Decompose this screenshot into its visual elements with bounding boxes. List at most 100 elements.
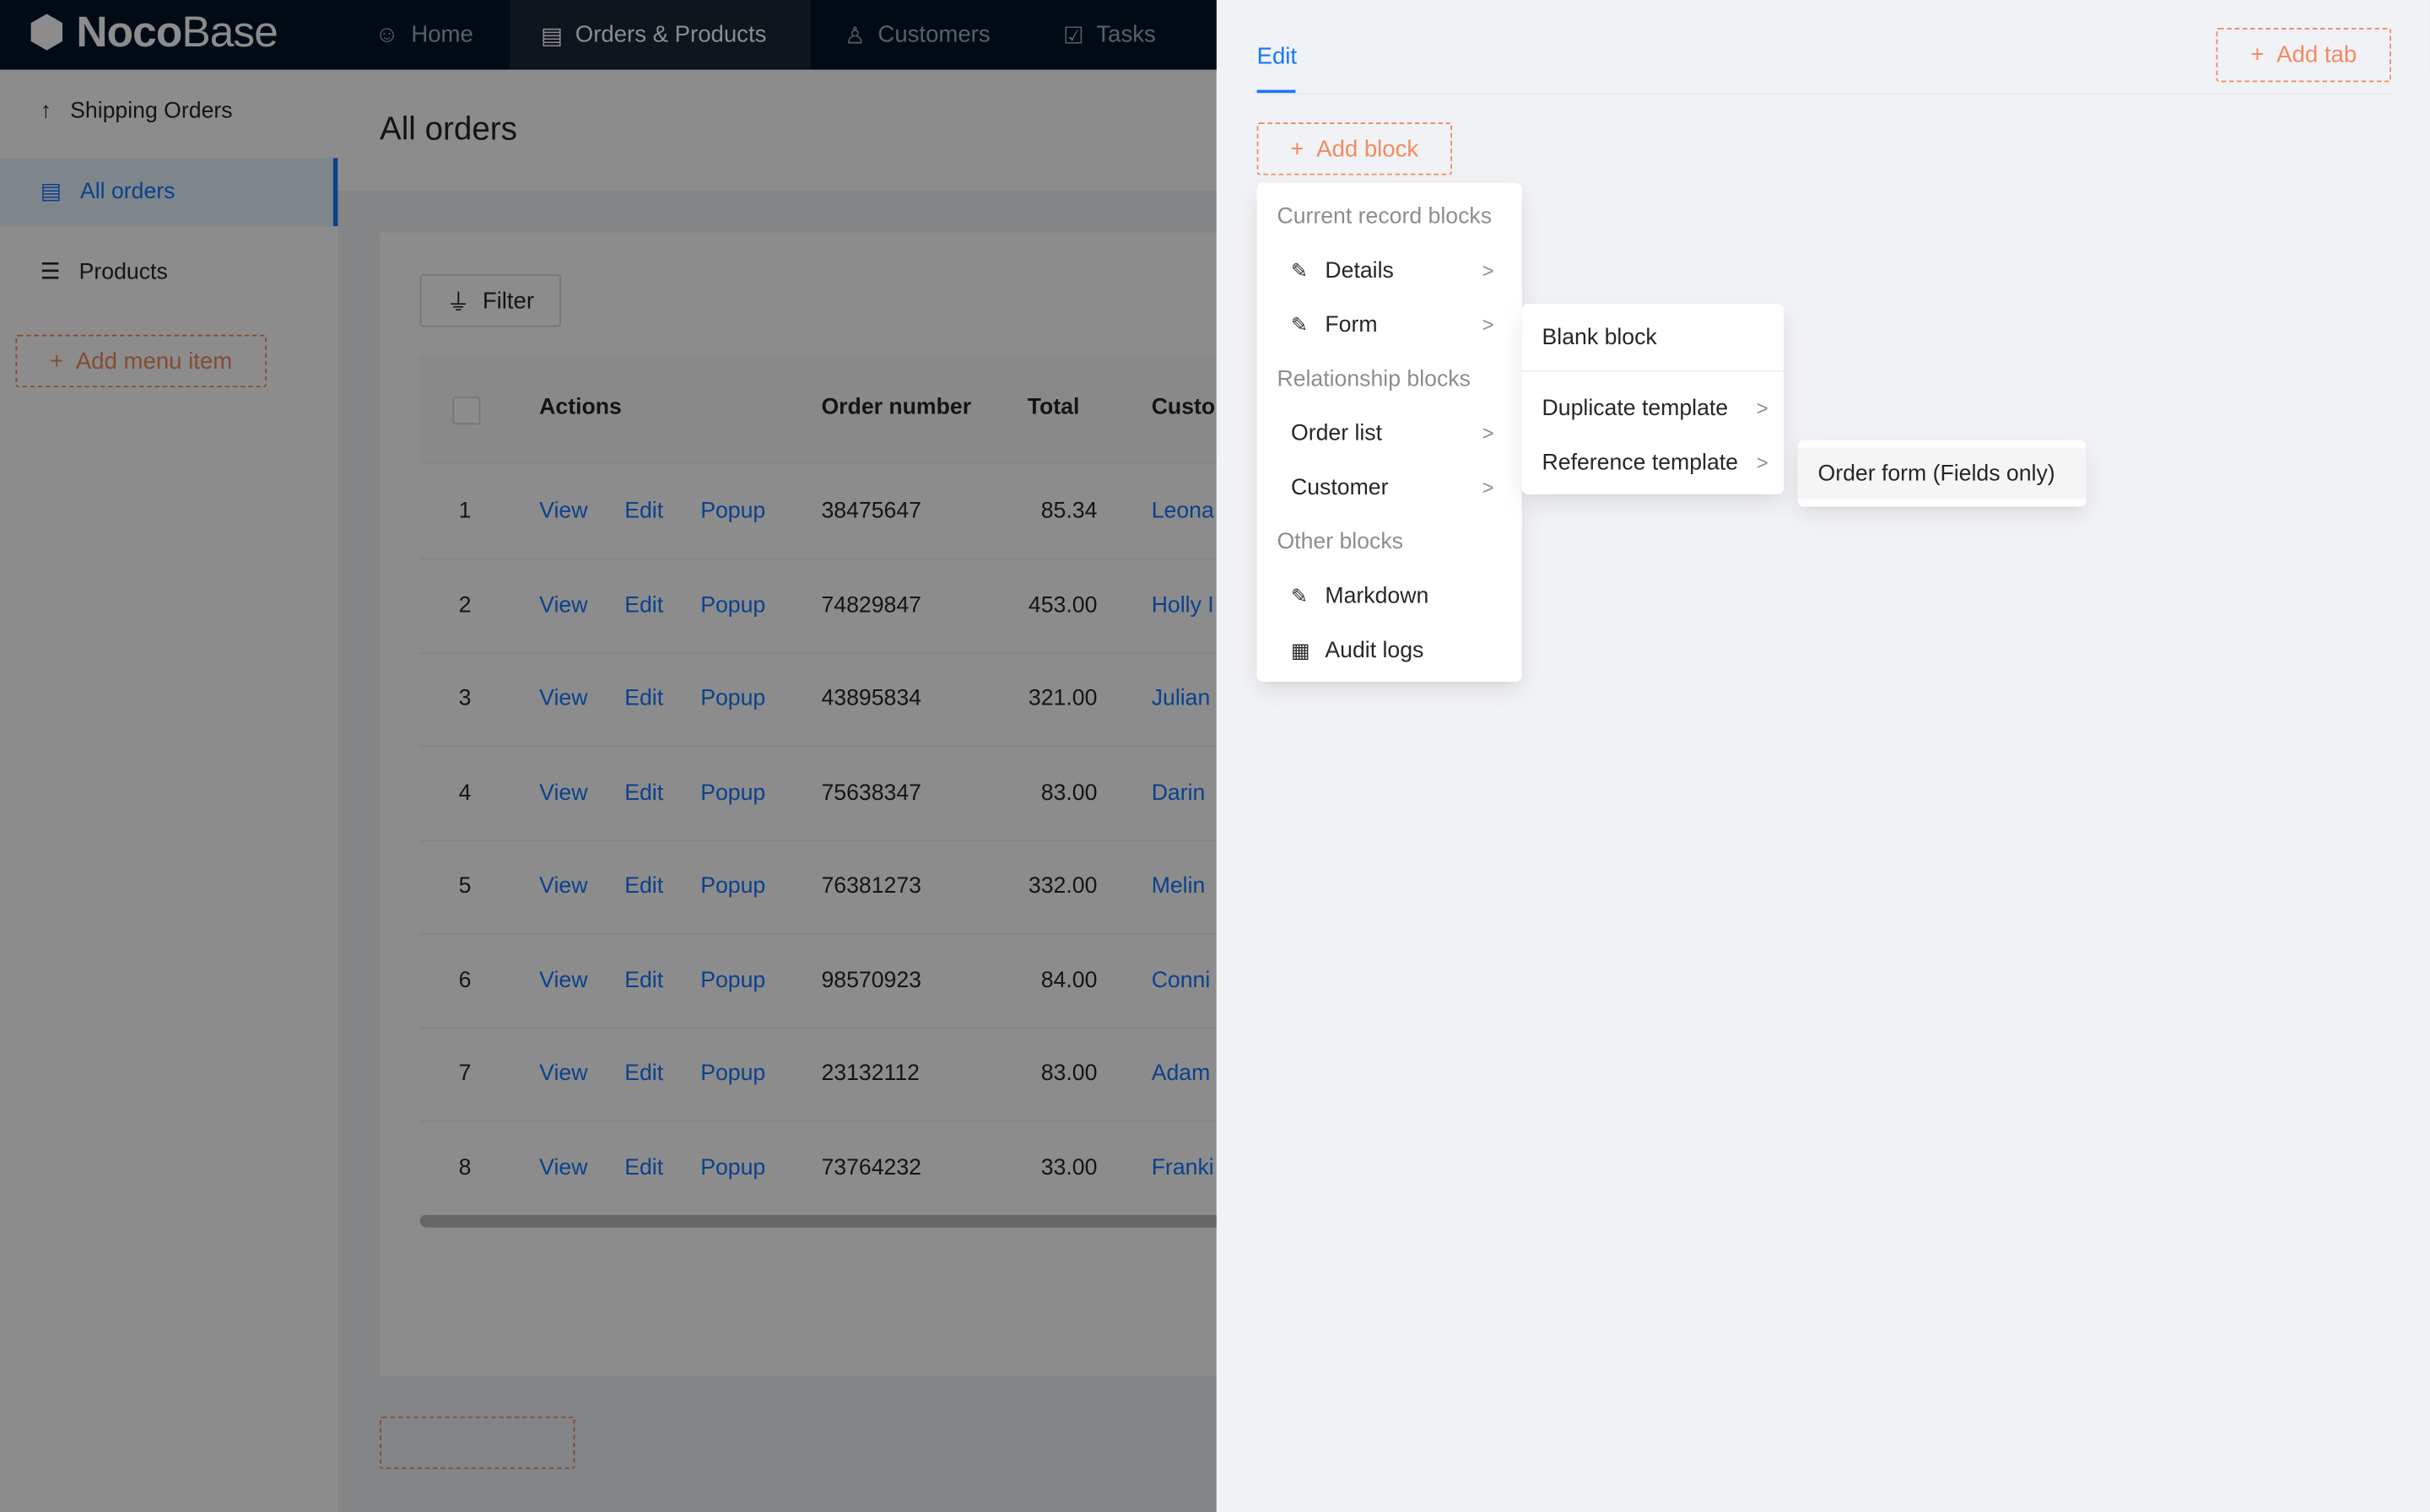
view-link[interactable]: View	[539, 686, 588, 712]
edit-link[interactable]: Edit	[624, 592, 664, 618]
popup-link[interactable]: Popup	[700, 780, 766, 806]
add-block-button[interactable]: + Add block	[1256, 122, 1453, 176]
add-block-menu: Current record blocks ✎ Details > ✎ Form > R…	[1256, 182, 1522, 683]
order-number: 73764232	[821, 1155, 921, 1180]
user-icon: ♙	[845, 22, 866, 49]
sidebar: ↑ Shipping Orders ▤ All orders ☰ Products +…	[0, 69, 340, 1512]
popup-link[interactable]: Popup	[700, 499, 766, 524]
menu-item-audit-logs[interactable]: ▦ Audit logs	[1290, 637, 1424, 663]
plus-icon: +	[50, 348, 64, 375]
total: 453.00	[1028, 592, 1098, 618]
menu-item-details[interactable]: ✎ Details >	[1290, 257, 1494, 284]
customer-link[interactable]: Franki	[1151, 1155, 1214, 1180]
edit-link[interactable]: Edit	[624, 780, 664, 806]
total: 332.00	[1028, 873, 1098, 899]
menu-group-current-record: Current record blocks	[1277, 203, 1493, 229]
popup-link[interactable]: Popup	[700, 1061, 766, 1087]
menu-item-customer[interactable]: Customer >	[1290, 474, 1494, 500]
menu-item-reference-template[interactable]: Reference template >	[1542, 450, 1768, 475]
customer-link[interactable]: Leona	[1151, 499, 1214, 524]
select-all-checkbox[interactable]	[452, 397, 481, 425]
menu-item-markdown[interactable]: ✎ Markdown	[1290, 583, 1429, 608]
page-title: All orders	[379, 111, 517, 148]
view-link[interactable]: View	[539, 1155, 588, 1180]
customer-link[interactable]: Melin	[1151, 873, 1206, 899]
row-index: 7	[458, 1061, 472, 1087]
row-index: 1	[458, 499, 472, 524]
nav-home[interactable]: ☺ Home	[375, 21, 473, 48]
nav-customers[interactable]: ♙ Customers	[845, 21, 991, 49]
menu-group-relationship: Relationship blocks	[1277, 366, 1471, 392]
customer-link[interactable]: Holly I	[1151, 592, 1214, 618]
reference-template-submenu: Order form (Fields only)	[1797, 440, 2087, 507]
file-check-icon: ▤	[40, 180, 62, 205]
chevron-right-icon: >	[1756, 397, 1768, 420]
column-actions: Actions	[539, 395, 622, 420]
menu-item-duplicate-template[interactable]: Duplicate template >	[1542, 396, 1768, 421]
order-number: 74829847	[821, 592, 921, 618]
popup-link[interactable]: Popup	[700, 592, 766, 618]
popup-link[interactable]: Popup	[700, 1155, 766, 1180]
horizontal-scrollbar[interactable]	[419, 1214, 1226, 1228]
edit-link[interactable]: Edit	[624, 1155, 664, 1180]
customer-link[interactable]: Julian	[1151, 686, 1211, 712]
add-menu-item-button[interactable]: + Add menu item	[15, 334, 267, 388]
drawer-mask[interactable]	[0, 0, 1217, 1512]
menu-item-order-form-fields-only[interactable]: Order form (Fields only)	[1797, 447, 2087, 500]
row-index: 5	[458, 873, 472, 899]
chevron-right-icon: >	[1482, 258, 1494, 283]
table-icon: ▦	[1290, 637, 1310, 662]
row-index: 2	[458, 592, 472, 618]
popup-link[interactable]: Popup	[700, 686, 766, 712]
view-link[interactable]: View	[539, 1061, 588, 1087]
total: 84.00	[1040, 968, 1098, 993]
column-customer[interactable]: Custo	[1151, 395, 1216, 420]
menu-item-blank-block[interactable]: Blank block	[1521, 304, 1785, 372]
sidebar-item-products[interactable]: ☰ Products	[40, 260, 168, 285]
view-link[interactable]: View	[539, 968, 588, 993]
view-link[interactable]: View	[539, 499, 588, 524]
filter-icon: ⏚	[446, 289, 471, 316]
menu-group-other: Other blocks	[1277, 529, 1403, 554]
logo[interactable]: ⬢ NocoBase	[28, 8, 278, 57]
edit-icon: ✎	[1290, 257, 1309, 282]
plus-icon: +	[1290, 135, 1304, 162]
menu-item-order-list[interactable]: Order list >	[1290, 420, 1494, 446]
edit-link[interactable]: Edit	[624, 873, 664, 899]
chevron-right-icon: >	[1756, 451, 1768, 475]
chevron-right-icon: >	[1482, 421, 1494, 446]
nav-orders-products[interactable]: ▤ Orders & Products	[510, 0, 811, 70]
edit-link[interactable]: Edit	[624, 499, 664, 524]
view-link[interactable]: View	[539, 780, 588, 806]
column-total[interactable]: Total	[1027, 395, 1080, 420]
row-index: 8	[458, 1155, 472, 1180]
customer-link[interactable]: Conni	[1151, 968, 1211, 993]
plus-icon: +	[2250, 41, 2265, 68]
tab-edit[interactable]: Edit	[1256, 43, 1298, 70]
edit-link[interactable]: Edit	[624, 968, 664, 993]
sidebar-item-all-orders[interactable]: ▤ All orders	[0, 158, 338, 227]
sidebar-item-shipping-orders[interactable]: ↑ Shipping Orders	[40, 99, 233, 124]
add-tab-button[interactable]: + Add tab	[2216, 28, 2392, 83]
edit-icon: ✎	[1290, 583, 1309, 608]
view-link[interactable]: View	[539, 873, 588, 899]
popup-link[interactable]: Popup	[700, 873, 766, 899]
menu-item-form[interactable]: ✎ Form >	[1290, 312, 1494, 338]
nav-tasks[interactable]: ☑ Tasks	[1062, 21, 1156, 49]
add-block-button-page[interactable]	[379, 1416, 575, 1470]
edit-link[interactable]: Edit	[624, 686, 664, 712]
edit-link[interactable]: Edit	[624, 1061, 664, 1087]
total: 85.34	[1040, 499, 1098, 524]
tab-underline	[1256, 89, 1296, 94]
customer-link[interactable]: Adam	[1151, 1061, 1211, 1087]
view-link[interactable]: View	[539, 592, 588, 618]
order-number: 75638347	[821, 780, 921, 806]
column-order-number[interactable]: Order number	[821, 395, 972, 420]
total: 321.00	[1028, 686, 1098, 712]
popup-link[interactable]: Popup	[700, 968, 766, 993]
customer-link[interactable]: Darin	[1151, 780, 1206, 806]
filter-button[interactable]: ⏚ Filter	[419, 274, 561, 327]
order-number: 23132112	[821, 1061, 920, 1087]
order-number: 38475647	[821, 499, 921, 524]
arrow-up-icon: ↑	[40, 99, 52, 124]
